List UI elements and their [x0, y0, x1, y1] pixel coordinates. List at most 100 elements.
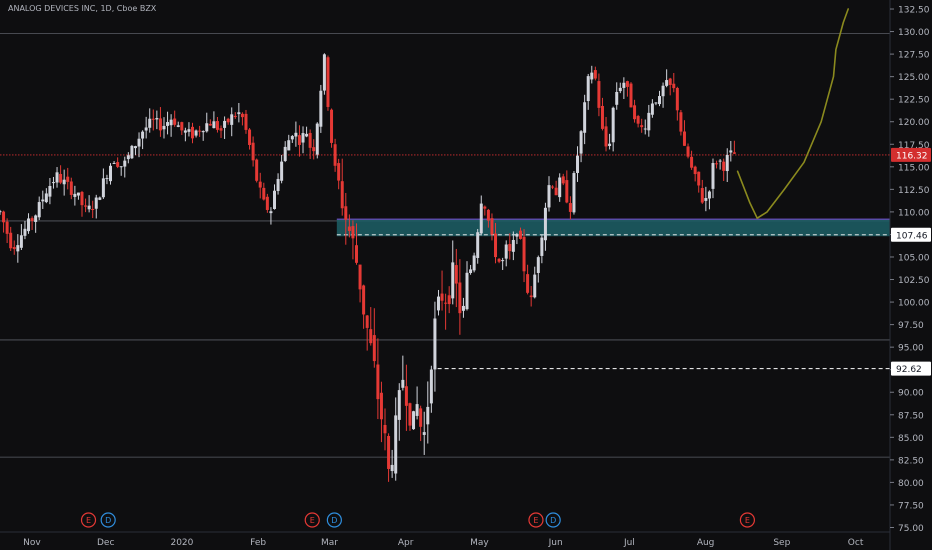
candle — [208, 123, 212, 126]
candle — [297, 135, 301, 145]
candle — [158, 118, 162, 131]
candle — [55, 172, 59, 183]
candle — [529, 295, 533, 298]
candle — [647, 112, 651, 131]
candle — [465, 272, 469, 310]
candle — [62, 179, 66, 185]
candle — [73, 193, 77, 197]
y-tick-label: 110.00 — [898, 208, 930, 218]
candle — [725, 154, 729, 172]
candle — [262, 187, 266, 200]
candle — [187, 129, 191, 132]
candle — [515, 234, 519, 237]
candle — [600, 105, 604, 129]
candle — [34, 215, 38, 222]
x-tick-label: Apr — [398, 538, 414, 548]
candle — [672, 83, 676, 89]
candle — [697, 171, 701, 186]
earnings-marker — [739, 512, 756, 528]
candle — [558, 177, 562, 198]
candle — [191, 126, 195, 139]
candle — [123, 160, 127, 167]
y-tick-label: 127.50 — [898, 51, 930, 61]
candle — [333, 144, 337, 166]
candle — [433, 318, 437, 370]
candle — [404, 386, 408, 406]
candle — [604, 126, 608, 147]
candle — [497, 258, 501, 262]
candle — [105, 178, 109, 180]
candle — [615, 91, 619, 105]
candle — [330, 109, 334, 143]
candle — [629, 83, 633, 108]
candle — [540, 237, 544, 256]
y-tick-label: 125.00 — [898, 73, 930, 83]
demand-zone — [336, 219, 890, 237]
y-tick-label: 85.00 — [898, 434, 924, 444]
candle — [633, 105, 637, 120]
candle — [173, 118, 177, 125]
candle — [369, 329, 373, 344]
candle — [401, 379, 405, 388]
candle — [636, 116, 640, 124]
candle — [554, 187, 558, 196]
candle — [650, 103, 654, 115]
event-letter: E — [533, 516, 538, 525]
candle — [412, 411, 416, 430]
candle — [351, 226, 355, 239]
candle — [586, 76, 590, 102]
candle — [169, 119, 173, 126]
candle — [397, 390, 401, 420]
y-tick-label: 115.00 — [898, 163, 930, 173]
x-tick-label: Sep — [773, 538, 790, 548]
candle — [215, 121, 219, 130]
candle — [383, 424, 387, 434]
candle — [166, 122, 170, 126]
candle — [722, 161, 726, 171]
y-tick-label: 97.50 — [898, 321, 924, 331]
price-label: 116.32 — [896, 151, 928, 161]
candle — [668, 78, 672, 85]
candle — [461, 305, 465, 311]
candle — [48, 185, 52, 197]
candle — [258, 181, 262, 188]
candle — [486, 209, 490, 221]
candle — [394, 415, 398, 474]
candle — [308, 132, 312, 148]
candle — [565, 180, 569, 203]
x-tick-label: Feb — [250, 538, 266, 548]
candle — [718, 160, 722, 162]
candle — [665, 80, 669, 86]
candle — [729, 150, 733, 153]
candle — [419, 408, 423, 427]
candle — [280, 161, 284, 181]
earnings-marker — [80, 512, 97, 528]
candle — [290, 136, 294, 140]
candle — [625, 81, 629, 87]
candle — [59, 173, 63, 183]
candle — [490, 218, 494, 235]
candle — [162, 125, 166, 130]
candle — [543, 207, 547, 241]
candle — [579, 131, 583, 154]
candle — [272, 190, 276, 210]
candle — [212, 121, 216, 129]
dividend-marker — [100, 512, 116, 528]
candle — [508, 243, 512, 252]
dividend-marker — [326, 512, 342, 528]
candle — [561, 176, 565, 184]
candle — [101, 178, 105, 198]
candle — [219, 128, 223, 131]
candle — [198, 130, 202, 132]
event-letter: D — [105, 516, 111, 525]
candle — [454, 265, 458, 284]
candle — [9, 232, 13, 249]
candle — [526, 274, 530, 293]
candle — [661, 85, 665, 97]
candle — [87, 205, 91, 210]
candle — [230, 114, 234, 125]
dividend-marker — [545, 512, 561, 528]
y-tick-label: 120.00 — [898, 118, 930, 128]
candle — [426, 406, 430, 425]
